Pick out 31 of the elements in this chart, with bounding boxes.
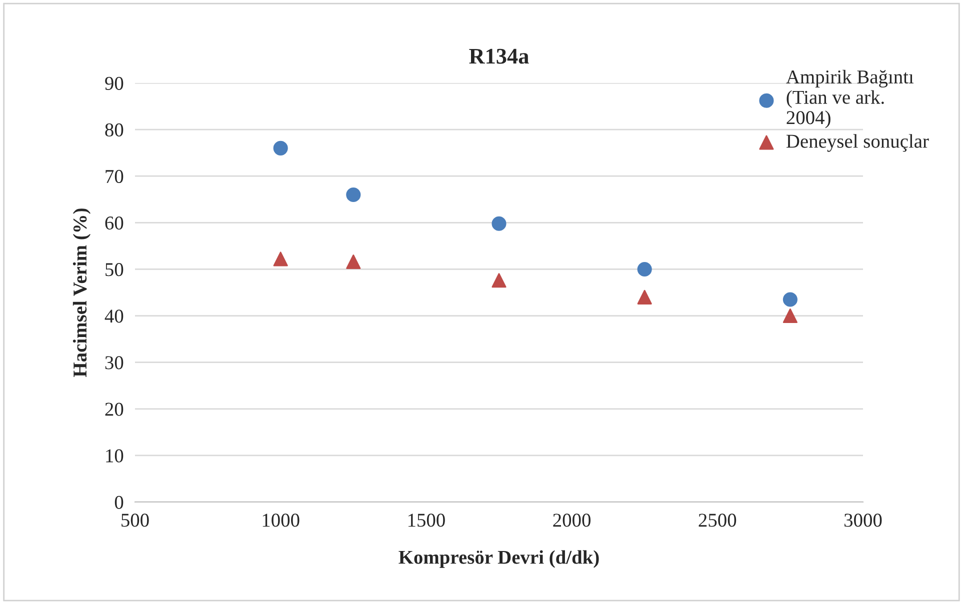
y-axis-title: Hacimsel Verim (%) xyxy=(72,208,91,377)
x-tick-label: 3000 xyxy=(844,514,882,527)
x-tick-label: 2500 xyxy=(698,514,736,527)
y-tick-label: 70 xyxy=(106,170,124,184)
point xyxy=(346,254,361,270)
y-tick-label: 20 xyxy=(105,402,124,416)
y-tick-label: 10 xyxy=(106,449,124,462)
y-tick-label: 90 xyxy=(105,76,124,90)
y-tick-label: 60 xyxy=(105,216,124,230)
x-tick-label: 1000 xyxy=(262,514,300,527)
chart-title: R134a xyxy=(469,48,529,64)
legend-label: Deneysel sonuçlar xyxy=(786,134,929,152)
point xyxy=(782,308,798,324)
y-tick-label: 0 xyxy=(114,496,124,509)
x-tick-label: 2000 xyxy=(553,514,591,527)
point xyxy=(782,292,798,307)
legend-label: Ampirik Bağıntı (Tian ve ark. 2004) xyxy=(786,70,914,128)
point xyxy=(637,262,652,277)
point xyxy=(492,216,506,231)
y-tick-label: 50 xyxy=(106,263,124,276)
point xyxy=(273,140,288,156)
x-tick-label: 1500 xyxy=(408,514,445,527)
y-tick-label: 30 xyxy=(105,356,124,370)
x-axis-title: Kompresör Devri (d/dk) xyxy=(398,550,599,568)
y-tick-label: 80 xyxy=(105,123,124,136)
x-tick-label: 500 xyxy=(122,514,149,527)
point xyxy=(273,252,288,266)
point xyxy=(637,290,652,304)
point xyxy=(492,273,506,288)
point xyxy=(346,187,361,202)
y-tick-label: 40 xyxy=(104,310,124,323)
